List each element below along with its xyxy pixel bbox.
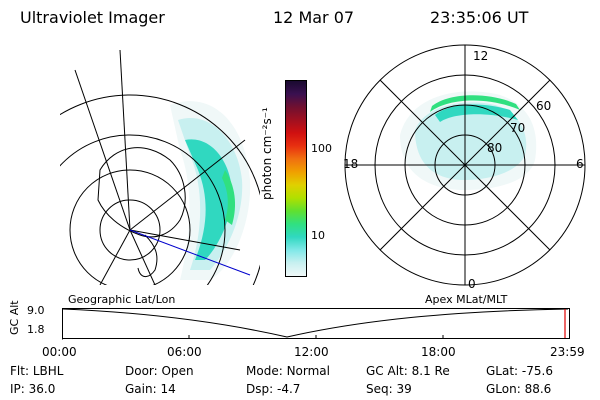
mlt-label-18: 18 <box>343 157 358 171</box>
colorbar-tick-10: 10 <box>311 229 325 242</box>
status-ip: IP: 36.0 <box>10 382 56 396</box>
status-seq: Seq: 39 <box>366 382 412 396</box>
polar-map-label: Apex MLat/MLT <box>425 293 508 306</box>
altitude-curve <box>62 308 569 338</box>
date-label: 12 Mar 07 <box>273 8 355 27</box>
timeline-axis-label: GC Alt <box>8 300 21 335</box>
mlt-label-0: 0 <box>468 277 476 290</box>
timeline-tick-0000: 00:00 <box>42 345 77 359</box>
colorbar <box>285 80 307 277</box>
polar-aurora <box>400 91 537 190</box>
time-label: 23:35:06 UT <box>430 8 529 27</box>
timeline-tick-1200: 12:00 <box>294 345 329 359</box>
status-glon: GLon: 88.6 <box>486 382 552 396</box>
geo-aurora <box>170 101 251 280</box>
status-mode: Mode: Normal <box>246 364 330 378</box>
timeline-ymin: 1.8 <box>27 323 45 336</box>
polar-grid <box>344 44 586 286</box>
colorbar-tick-100: 100 <box>311 142 332 155</box>
timeline-tick-2359: 23:59 <box>550 345 585 359</box>
status-flt: Flt: LBHL <box>10 364 64 378</box>
lat-label-60: 60 <box>536 99 551 113</box>
timeline-ymax: 9.0 <box>27 304 45 317</box>
status-dsp: Dsp: -4.7 <box>246 382 301 396</box>
geo-map-label: Geographic Lat/Lon <box>68 293 176 306</box>
status-door: Door: Open <box>125 364 194 378</box>
mlt-label-12: 12 <box>473 49 488 63</box>
lat-label-80: 80 <box>487 141 502 155</box>
status-glat: GLat: -75.6 <box>486 364 553 378</box>
mlt-label-6: 6 <box>576 157 584 171</box>
instrument-title: Ultraviolet Imager <box>20 8 165 27</box>
geo-grid <box>60 49 260 285</box>
lat-label-70: 70 <box>510 121 525 135</box>
timeline-tick-1800: 18:00 <box>421 345 456 359</box>
geographic-map <box>60 49 260 285</box>
colorbar-unit-label: photon cm⁻²s⁻¹ <box>260 107 274 200</box>
timeline-tick-0600: 06:00 <box>167 345 202 359</box>
timeline-plot <box>62 308 570 340</box>
status-gc-alt: GC Alt: 8.1 Re <box>366 364 450 378</box>
polar-map: 12 18 6 0 60 70 80 <box>343 44 586 290</box>
status-gain: Gain: 14 <box>125 382 176 396</box>
